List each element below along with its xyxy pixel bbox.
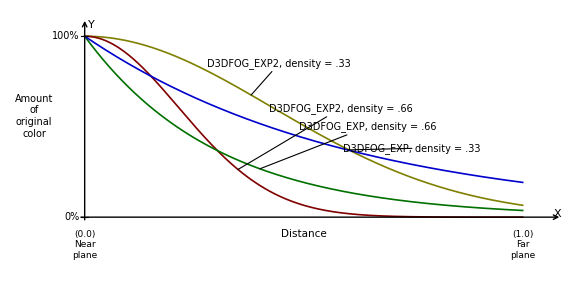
Text: 0%: 0% [64, 212, 79, 222]
Text: D3DFOG_EXP, density = .33: D3DFOG_EXP, density = .33 [343, 143, 481, 154]
Text: Distance: Distance [281, 229, 326, 240]
Text: (1.0)
Far
plane: (1.0) Far plane [510, 230, 536, 260]
Text: D3DFOG_EXP2, density = .33: D3DFOG_EXP2, density = .33 [207, 58, 351, 95]
Text: X: X [554, 209, 561, 220]
Text: D3DFOG_EXP, density = .66: D3DFOG_EXP, density = .66 [260, 121, 437, 169]
Text: Amount
of
original
color: Amount of original color [15, 94, 53, 139]
Text: 100%: 100% [52, 31, 79, 41]
Text: Y: Y [88, 20, 95, 30]
Text: D3DFOG_EXP2, density = .66: D3DFOG_EXP2, density = .66 [238, 103, 412, 169]
Text: (0.0)
Near
plane: (0.0) Near plane [72, 230, 98, 260]
